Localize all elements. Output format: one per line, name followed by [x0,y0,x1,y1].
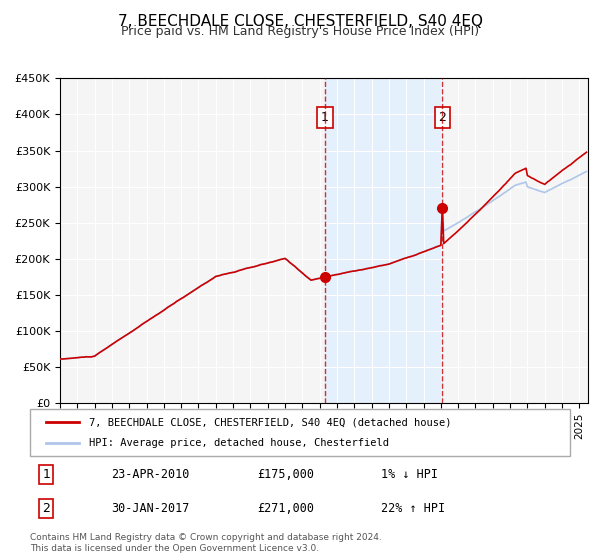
Text: £271,000: £271,000 [257,502,314,515]
Text: 2: 2 [438,111,446,124]
Text: 1: 1 [321,111,329,124]
Text: 1% ↓ HPI: 1% ↓ HPI [381,468,438,481]
Text: 2: 2 [42,502,50,515]
FancyBboxPatch shape [30,409,570,456]
Text: 1: 1 [42,468,50,481]
Text: 22% ↑ HPI: 22% ↑ HPI [381,502,445,515]
Bar [325,78,442,403]
Text: 30-JAN-2017: 30-JAN-2017 [111,502,190,515]
Text: 23-APR-2010: 23-APR-2010 [111,468,190,481]
Text: £175,000: £175,000 [257,468,314,481]
Text: Contains HM Land Registry data © Crown copyright and database right 2024.
This d: Contains HM Land Registry data © Crown c… [30,533,382,553]
Text: Price paid vs. HM Land Registry's House Price Index (HPI): Price paid vs. HM Land Registry's House … [121,25,479,38]
Text: HPI: Average price, detached house, Chesterfield: HPI: Average price, detached house, Ches… [89,438,389,448]
Text: 7, BEECHDALE CLOSE, CHESTERFIELD, S40 4EQ: 7, BEECHDALE CLOSE, CHESTERFIELD, S40 4E… [118,14,482,29]
Text: 7, BEECHDALE CLOSE, CHESTERFIELD, S40 4EQ (detached house): 7, BEECHDALE CLOSE, CHESTERFIELD, S40 4E… [89,417,452,427]
